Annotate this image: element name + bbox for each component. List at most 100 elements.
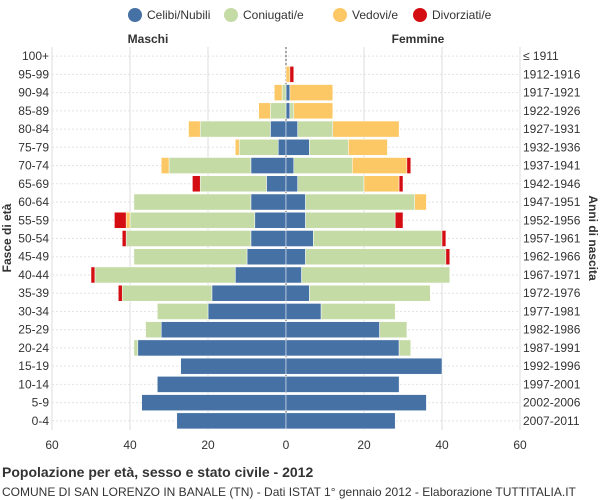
bar-male-divorziati-e [90,266,96,284]
bar-female-coniugati-e [297,120,334,138]
males-label: Maschi [128,32,169,46]
bar-male-coniugati-e [129,211,256,229]
population-pyramid-chart: 60 40 20 0 20 40 60 100+ ≤ 1911 95-99 1912-1916 90-… [0,8,600,452]
age-group-label: 5-9 [32,396,50,410]
bar-male-celibi-nubili [235,266,287,284]
bar-male-vedovi-e [160,157,170,174]
y-axis-label-left: Fasce di età [0,203,14,272]
bar-male-celibi-nubili [211,284,287,302]
bar-female-coniugati-e [305,248,447,266]
bar-male-vedovi-e [274,84,283,101]
bar-female-celibi-nubili [285,102,291,120]
bar-female-coniugati-e [305,211,396,229]
bar-male-celibi-nubili [277,139,287,156]
bar-male-coniugati-e [199,120,271,138]
birth-years-label: 2007-2011 [523,414,580,428]
bar-male-coniugati-e [157,303,209,320]
bar-female-coniugati-e [305,193,415,211]
bar-male-coniugati-e [281,84,287,101]
bar-male-vedovi-e [188,120,201,138]
birth-years-label: 1997-2001 [523,377,581,391]
bar-male-celibi-nubili [160,321,287,338]
age-group-label: 15-19 [18,359,49,373]
bar-male-celibi-nubili [266,175,287,193]
bar-female-coniugati-e [289,102,295,120]
bar-male-coniugati-e [133,339,139,357]
x-tick-label: 20 [201,438,215,452]
bar-male-coniugati-e [133,193,252,211]
bar-female-celibi-nubili [285,321,380,338]
tick-labels: 60 40 20 0 20 40 60 100+ ≤ 1911 95-99 1912-1916 90-… [18,49,580,452]
age-group-label: 60-64 [18,195,49,209]
chart-title: Popolazione per età, sesso e stato civil… [2,464,314,480]
bar-female-celibi-nubili [285,412,396,430]
age-group-label: 65-69 [18,177,49,191]
bar-female-coniugati-e [320,303,396,320]
bar-female-coniugati-e [309,139,349,156]
bar-male-celibi-nubili [207,303,287,320]
bar-male-divorziati-e [121,230,127,247]
age-group-label: 30-34 [18,304,49,318]
bar-male-celibi-nubili [180,357,287,375]
age-group-label: 55-59 [18,213,49,227]
bar-female-celibi-nubili [285,139,310,156]
bar-female-vedovi-e [289,84,334,101]
legend-label: Celibi/Nubili [147,8,210,22]
bar-male-coniugati-e [270,102,287,120]
x-tick-label: 40 [123,438,137,452]
legend-label: Vedovi/e [352,8,398,22]
age-group-label: 85-89 [18,104,49,118]
bar-female-divorziati-e [406,157,412,174]
birth-years-label: 1987-1991 [523,341,581,355]
bars [90,66,451,430]
bar-male-celibi-nubili [141,394,287,411]
birth-years-label: 1912-1916 [523,67,581,81]
bar-female-celibi-nubili [285,339,400,357]
bar-female-vedovi-e [363,175,400,193]
birth-years-label: 1962-1966 [523,250,581,264]
bar-male-vedovi-e [125,211,131,229]
bar-female-celibi-nubili [285,211,306,229]
bar-female-celibi-nubili [285,175,298,193]
bar-female-celibi-nubili [285,193,306,211]
bar-male-divorziati-e [114,211,127,229]
bar-male-coniugati-e [145,321,162,338]
birth-years-label: 2002-2006 [523,396,581,410]
legend: Celibi/Nubili Coniugati/e Vedovi/e Divorzia… [128,8,492,22]
bar-female-celibi-nubili [285,284,310,302]
bar-female-vedovi-e [293,102,334,120]
bar-female-celibi-nubili [285,266,302,284]
bar-female-celibi-nubili [285,120,298,138]
x-tick-label: 40 [435,438,449,452]
bar-male-celibi-nubili [250,193,287,211]
age-group-label: 25-29 [18,323,49,337]
bar-male-coniugati-e [94,266,236,284]
bar-female-coniugati-e [297,175,365,193]
age-group-label: 80-84 [18,122,49,136]
bar-female-vedovi-e [332,120,400,138]
legend-label: Coniugati/e [243,8,304,22]
bar-female-divorziati-e [394,211,404,229]
age-group-label: 95-99 [18,67,49,81]
birth-years-label: 1967-1971 [523,268,581,282]
age-group-label: 45-49 [18,250,49,264]
age-group-label: 10-14 [18,377,49,391]
birth-years-label: 1952-1956 [523,213,581,227]
bar-male-divorziati-e [118,284,123,302]
bar-female-coniugati-e [313,230,443,247]
bar-female-celibi-nubili [285,230,314,247]
legend-marker [413,8,427,22]
legend-marker [224,8,238,22]
x-tick-label: 20 [357,438,371,452]
bar-male-celibi-nubili [270,120,287,138]
legend-label: Divorziati/e [432,8,492,22]
bar-male-celibi-nubili [137,339,287,357]
bar-female-vedovi-e [352,157,408,174]
birth-years-label: 1922-1926 [523,104,581,118]
birth-years-label: 1942-1946 [523,177,581,191]
age-group-label: 20-24 [18,341,49,355]
bar-male-coniugati-e [168,157,252,174]
bar-female-vedovi-e [285,66,291,83]
bar-female-divorziati-e [398,175,404,193]
bar-female-divorziati-e [289,66,295,83]
